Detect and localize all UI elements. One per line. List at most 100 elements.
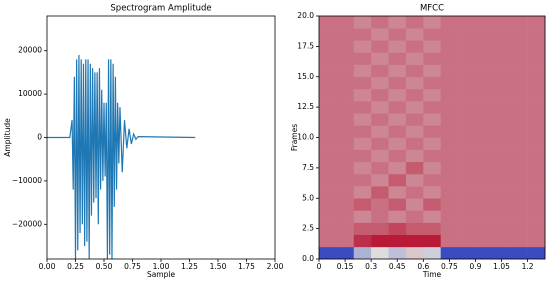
heatmap-cell <box>319 247 337 259</box>
heatmap-cell <box>371 235 389 247</box>
heatmap-cell <box>406 52 424 64</box>
heatmap-cell <box>371 186 389 198</box>
heatmap-cell <box>354 101 372 113</box>
heatmap-cell <box>336 235 354 247</box>
heatmap-cell <box>475 16 493 28</box>
heatmap-cell <box>371 113 389 125</box>
heatmap-cell <box>475 65 493 77</box>
heatmap-cell <box>336 150 354 162</box>
heatmap-cell <box>493 186 511 198</box>
heatmap-cell <box>458 186 476 198</box>
heatmap-cell <box>493 210 511 222</box>
heatmap-cell <box>354 89 372 101</box>
heatmap-cell <box>319 174 337 186</box>
x-tick-label: 0.9 <box>469 262 481 271</box>
heatmap-cell <box>458 28 476 40</box>
heatmap-cell <box>406 198 424 210</box>
heatmap-cell <box>371 77 389 89</box>
heatmap-cell <box>319 138 337 150</box>
heatmap-cell <box>371 89 389 101</box>
heatmap-cell <box>441 40 459 52</box>
heatmap-cell <box>510 138 528 150</box>
heatmap-cell <box>528 162 546 174</box>
heatmap-cell <box>389 52 407 64</box>
heatmap-cell <box>319 223 337 235</box>
heatmap-cell <box>528 150 546 162</box>
heatmap-cell <box>406 101 424 113</box>
heatmap-cell <box>423 150 441 162</box>
heatmap-cell <box>406 138 424 150</box>
heatmap-cell <box>406 247 424 259</box>
y-tick-label: 20000 <box>18 46 42 55</box>
heatmap-cell <box>458 210 476 222</box>
heatmap-cell <box>510 16 528 28</box>
heatmap-cell <box>528 198 546 210</box>
heatmap-cell <box>528 16 546 28</box>
heatmap-cell <box>510 162 528 174</box>
heatmap-cell <box>458 40 476 52</box>
heatmap-cell <box>406 210 424 222</box>
heatmap-cell <box>354 138 372 150</box>
heatmap-cell <box>354 16 372 28</box>
heatmap-cell <box>389 125 407 137</box>
y-tick-label: 10.0 <box>297 133 314 142</box>
heatmap-cell <box>319 198 337 210</box>
heatmap-cell <box>423 16 441 28</box>
x-axis-label: Sample <box>147 270 176 279</box>
heatmap-cell <box>319 235 337 247</box>
heatmap-cell <box>493 198 511 210</box>
heatmap-cell <box>423 52 441 64</box>
heatmap-cell <box>458 101 476 113</box>
heatmap-cell <box>493 89 511 101</box>
x-tick-label: 0 <box>317 262 322 271</box>
figure: 0.000.250.500.751.001.251.501.752.00−200… <box>0 0 546 281</box>
heatmap-cell <box>475 174 493 186</box>
heatmap-cell <box>441 223 459 235</box>
heatmap-cell <box>371 247 389 259</box>
heatmap-cell <box>336 77 354 89</box>
heatmap-cell <box>475 89 493 101</box>
x-tick-label: 0.75 <box>441 262 458 271</box>
heatmap-cell <box>441 113 459 125</box>
heatmap-cell <box>319 77 337 89</box>
heatmap-cell <box>354 186 372 198</box>
heatmap-cell <box>423 198 441 210</box>
heatmap-cell <box>441 77 459 89</box>
heatmap-cell <box>423 247 441 259</box>
heatmap-cell <box>441 210 459 222</box>
y-tick-label: 2.5 <box>302 224 314 233</box>
heatmap-cell <box>319 186 337 198</box>
heatmap-cell <box>458 235 476 247</box>
heatmap-cell <box>371 28 389 40</box>
heatmap-cell <box>389 16 407 28</box>
heatmap-cell <box>528 101 546 113</box>
heatmap-cell <box>423 28 441 40</box>
heatmap-cell <box>336 223 354 235</box>
y-tick-label: 0.0 <box>302 254 314 263</box>
y-tick-label: 12.5 <box>297 102 314 111</box>
heatmap-cell <box>510 77 528 89</box>
heatmap-cell <box>406 235 424 247</box>
heatmap-cell <box>475 162 493 174</box>
heatmap-cell <box>423 77 441 89</box>
heatmap-cell <box>371 210 389 222</box>
heatmap-cell <box>510 52 528 64</box>
heatmap-cell <box>389 235 407 247</box>
heatmap-cell <box>354 65 372 77</box>
heatmap-cell <box>423 40 441 52</box>
heatmap-cell <box>475 186 493 198</box>
heatmap-cell <box>423 174 441 186</box>
heatmap-cell <box>493 150 511 162</box>
heatmap-cell <box>510 28 528 40</box>
heatmap-cell <box>528 138 546 150</box>
heatmap-cell <box>336 247 354 259</box>
heatmap-cell <box>423 101 441 113</box>
heatmap-cell <box>510 101 528 113</box>
heatmap-cell <box>528 65 546 77</box>
heatmap-cell <box>510 210 528 222</box>
heatmap-cell <box>510 125 528 137</box>
heatmap-cell <box>354 235 372 247</box>
heatmap-cell <box>389 40 407 52</box>
heatmap-cell <box>406 113 424 125</box>
heatmap-cell <box>406 125 424 137</box>
